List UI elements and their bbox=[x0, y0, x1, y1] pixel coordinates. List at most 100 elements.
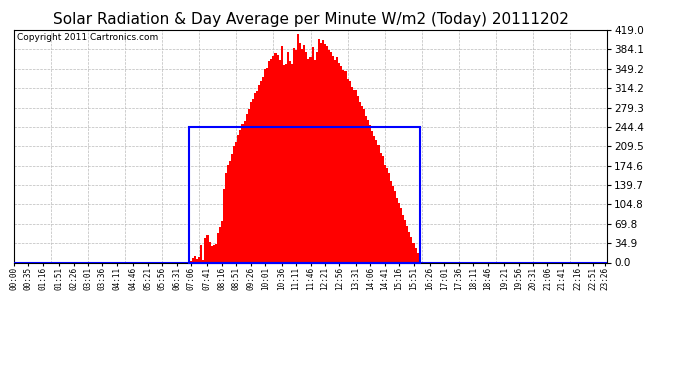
Bar bbox=[317, 39, 319, 262]
Bar bbox=[344, 71, 346, 262]
Bar bbox=[357, 96, 359, 262]
Bar bbox=[380, 153, 382, 262]
Bar bbox=[289, 61, 291, 262]
Bar bbox=[384, 165, 386, 262]
Bar bbox=[332, 56, 334, 262]
Bar bbox=[202, 260, 204, 262]
Bar bbox=[223, 189, 225, 262]
Bar bbox=[315, 52, 317, 262]
Bar bbox=[326, 46, 328, 262]
Bar bbox=[340, 66, 342, 262]
Bar bbox=[388, 174, 390, 262]
Bar bbox=[279, 60, 281, 262]
Bar bbox=[252, 99, 254, 262]
Bar bbox=[275, 53, 277, 262]
Bar bbox=[241, 124, 244, 262]
Bar bbox=[334, 60, 336, 262]
Bar bbox=[208, 242, 210, 262]
Bar bbox=[233, 146, 235, 262]
Bar bbox=[377, 145, 380, 262]
Bar bbox=[419, 258, 421, 262]
Bar bbox=[390, 181, 392, 262]
Bar bbox=[262, 77, 264, 262]
Bar bbox=[336, 57, 338, 262]
Bar bbox=[400, 209, 402, 262]
Bar bbox=[221, 221, 223, 262]
Bar bbox=[266, 68, 268, 262]
Bar bbox=[371, 131, 373, 262]
Bar bbox=[375, 140, 377, 262]
Bar bbox=[285, 64, 287, 262]
Bar bbox=[295, 51, 297, 262]
Bar bbox=[239, 130, 241, 262]
Bar bbox=[270, 60, 273, 262]
Bar bbox=[359, 102, 361, 262]
Bar bbox=[369, 125, 371, 262]
Bar bbox=[382, 156, 384, 262]
Bar bbox=[217, 233, 219, 262]
Bar bbox=[330, 52, 332, 262]
Bar bbox=[264, 69, 266, 262]
Bar bbox=[210, 246, 213, 262]
Bar bbox=[413, 243, 415, 262]
Bar bbox=[246, 114, 248, 262]
Bar bbox=[324, 44, 326, 262]
Bar bbox=[402, 214, 404, 262]
Bar bbox=[281, 46, 283, 262]
Bar bbox=[415, 248, 417, 262]
Bar bbox=[342, 70, 344, 262]
Bar bbox=[291, 64, 293, 262]
Bar bbox=[196, 259, 198, 262]
Bar bbox=[396, 198, 398, 262]
Bar bbox=[353, 90, 355, 262]
Title: Solar Radiation & Day Average per Minute W/m2 (Today) 20111202: Solar Radiation & Day Average per Minute… bbox=[52, 12, 569, 27]
Bar bbox=[322, 40, 324, 262]
Bar bbox=[363, 109, 365, 262]
Text: Copyright 2011 Cartronics.com: Copyright 2011 Cartronics.com bbox=[17, 33, 158, 42]
Bar bbox=[306, 52, 308, 262]
Bar bbox=[338, 63, 340, 262]
Bar bbox=[283, 66, 285, 262]
Bar bbox=[277, 55, 279, 262]
Bar bbox=[244, 121, 246, 262]
Bar bbox=[355, 90, 357, 262]
Bar bbox=[190, 261, 192, 262]
Bar bbox=[287, 53, 289, 262]
Bar bbox=[351, 87, 353, 262]
Bar bbox=[200, 245, 202, 262]
Bar bbox=[189, 127, 420, 262]
Bar bbox=[367, 120, 369, 262]
Bar bbox=[302, 49, 304, 262]
Bar bbox=[250, 102, 252, 262]
Bar bbox=[235, 142, 237, 262]
Bar bbox=[237, 135, 239, 262]
Bar bbox=[319, 43, 322, 262]
Bar bbox=[198, 256, 200, 262]
Bar bbox=[299, 43, 302, 262]
Bar bbox=[365, 116, 367, 262]
Bar bbox=[293, 48, 295, 262]
Bar bbox=[213, 245, 215, 262]
Bar bbox=[204, 238, 206, 262]
Bar bbox=[254, 93, 256, 262]
Bar bbox=[328, 50, 330, 262]
Bar bbox=[310, 57, 311, 262]
Bar bbox=[348, 81, 351, 262]
Bar bbox=[373, 136, 375, 262]
Bar bbox=[392, 186, 394, 262]
Bar bbox=[256, 91, 258, 262]
Bar bbox=[346, 79, 348, 262]
Bar bbox=[313, 60, 315, 262]
Bar bbox=[398, 203, 400, 262]
Bar bbox=[258, 85, 260, 262]
Bar bbox=[248, 108, 250, 262]
Bar bbox=[192, 258, 194, 262]
Bar bbox=[206, 235, 208, 262]
Bar bbox=[404, 220, 406, 262]
Bar bbox=[361, 106, 363, 262]
Bar bbox=[219, 227, 221, 262]
Bar bbox=[394, 191, 396, 262]
Bar bbox=[227, 165, 229, 262]
Bar bbox=[311, 46, 313, 262]
Bar bbox=[260, 81, 262, 262]
